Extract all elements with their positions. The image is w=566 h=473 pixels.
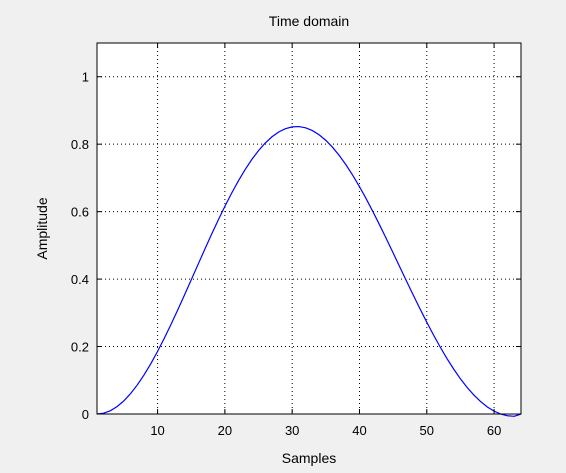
- x-tick-label: 60: [487, 423, 501, 438]
- y-tick-label: 1: [82, 70, 89, 85]
- grid: [97, 43, 521, 414]
- y-tick-label: 0.6: [71, 205, 89, 220]
- y-tick-label: 0.2: [71, 340, 89, 355]
- chart-title: Time domain: [269, 13, 349, 29]
- x-tick-label: 50: [420, 423, 434, 438]
- axes-background: [97, 43, 521, 414]
- x-axis-label: Samples: [282, 450, 336, 466]
- ticks: 10 20 30 40 50 60 0 0.2 0.4 0.6 0.8 1: [71, 43, 521, 438]
- series-line: [96, 125, 522, 417]
- x-tick-label: 10: [150, 423, 164, 438]
- y-tick-label: 0: [82, 407, 89, 422]
- y-axis-label: Amplitude: [34, 197, 50, 259]
- x-tick-label: 20: [218, 423, 232, 438]
- x-tick-label: 30: [285, 423, 299, 438]
- y-tick-label: 0.4: [71, 272, 89, 287]
- series: [96, 125, 522, 417]
- x-tick-label: 40: [352, 423, 366, 438]
- y-tick-label: 0.8: [71, 137, 89, 152]
- axes-box: [96, 42, 522, 415]
